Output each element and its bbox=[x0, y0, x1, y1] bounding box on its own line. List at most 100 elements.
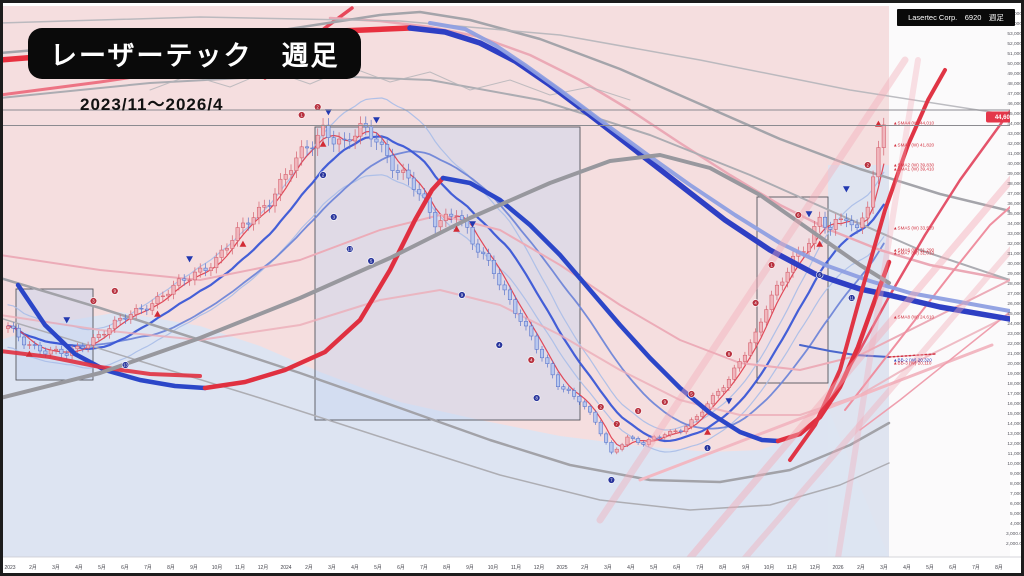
candle bbox=[54, 348, 59, 351]
gray-zigzag bbox=[149, 66, 631, 101]
signal-markers: 3 9 1 2 4 2 7 3 9 5 8 4 1 6 2 13 2 3 13 5 9 4 8 7 1 6 11 bbox=[25, 103, 882, 484]
candle bbox=[502, 284, 507, 291]
candle bbox=[556, 374, 561, 387]
candle bbox=[11, 325, 16, 329]
candles-layer bbox=[6, 116, 886, 455]
candle bbox=[278, 178, 283, 195]
candle bbox=[817, 216, 822, 227]
candle bbox=[358, 123, 363, 137]
candle bbox=[134, 308, 139, 315]
x-axis-month-label: 3月 bbox=[604, 565, 612, 571]
x-axis-month-label: 3月 bbox=[52, 565, 60, 571]
svg-text:2,000.0: 2,000.0 bbox=[1006, 541, 1022, 547]
candle bbox=[43, 350, 48, 355]
candle bbox=[828, 226, 833, 230]
candle bbox=[641, 442, 646, 445]
candle bbox=[561, 386, 566, 390]
candle bbox=[652, 436, 657, 440]
blue-signal-circle bbox=[495, 341, 503, 349]
x-axis-month-label: 6月 bbox=[121, 565, 129, 571]
svg-text:41,000: 41,000 bbox=[1007, 151, 1022, 157]
candle bbox=[769, 294, 774, 310]
pink-band-upper bbox=[0, 214, 1010, 371]
x-axis-month-label: 12月 bbox=[534, 565, 545, 571]
red-signal-circle bbox=[298, 111, 306, 119]
svg-text:28,000: 28,000 bbox=[1007, 281, 1022, 287]
pink-band-lower bbox=[0, 289, 1010, 416]
svg-text:2: 2 bbox=[600, 405, 603, 410]
svg-text:19,000: 19,000 bbox=[1007, 371, 1022, 377]
thick-ma-layer bbox=[0, 21, 1010, 557]
x-axis-month-label: 2024 bbox=[280, 565, 291, 571]
candle bbox=[59, 348, 64, 354]
blue-signal-circle bbox=[367, 257, 375, 265]
red-signal-circle bbox=[661, 398, 669, 406]
sell-triangle bbox=[186, 256, 193, 263]
candle bbox=[785, 271, 790, 283]
candle bbox=[497, 273, 502, 286]
candle bbox=[545, 357, 550, 364]
candle bbox=[673, 430, 678, 433]
x-axis-month-label: 7月 bbox=[696, 565, 704, 571]
blue-signal-circle bbox=[848, 294, 856, 302]
candle bbox=[614, 448, 619, 453]
candle bbox=[385, 144, 390, 156]
candle bbox=[443, 213, 448, 221]
candle bbox=[844, 218, 849, 221]
candle bbox=[742, 354, 747, 362]
candle bbox=[171, 284, 176, 295]
candle bbox=[609, 442, 614, 453]
svg-text:16,000: 16,000 bbox=[1007, 401, 1022, 407]
red-signal-circle bbox=[864, 161, 872, 169]
x-axis-month-label: 4月 bbox=[351, 565, 359, 571]
x-axis-month-label: 2月 bbox=[29, 565, 37, 571]
candle bbox=[80, 346, 85, 349]
candle bbox=[737, 361, 742, 369]
candle bbox=[593, 411, 598, 423]
candle bbox=[710, 395, 715, 405]
candle bbox=[865, 206, 870, 219]
svg-text:3,000.0: 3,000.0 bbox=[1006, 531, 1022, 537]
candle bbox=[107, 328, 112, 335]
red-signal-circle bbox=[767, 261, 776, 269]
buy-triangle bbox=[154, 310, 161, 317]
candle bbox=[214, 257, 219, 269]
svg-text:36,000: 36,000 bbox=[1007, 201, 1022, 207]
candle bbox=[102, 333, 107, 336]
x-axis-month-label: 2月 bbox=[857, 565, 865, 571]
x-axis-month-label: 2023 bbox=[4, 565, 15, 571]
svg-text:44,000: 44,000 bbox=[1007, 121, 1022, 127]
gray-top-thin bbox=[0, 16, 1010, 116]
svg-text:34,000: 34,000 bbox=[1007, 221, 1022, 227]
buy-triangle bbox=[704, 428, 711, 435]
candle bbox=[582, 401, 587, 407]
x-axis-month-label: 10月 bbox=[212, 565, 223, 571]
svg-text:4: 4 bbox=[754, 301, 757, 306]
projection-thick-red bbox=[788, 68, 947, 462]
x-axis-month-label: 6月 bbox=[673, 565, 681, 571]
candle bbox=[251, 217, 256, 225]
buy-triangle bbox=[453, 225, 460, 232]
x-axis-month-label: 8月 bbox=[443, 565, 451, 571]
svg-text:42,000: 42,000 bbox=[1007, 141, 1022, 147]
candle bbox=[166, 293, 171, 297]
candle bbox=[374, 138, 379, 143]
candle bbox=[433, 211, 438, 228]
x-axis-month-label: 6月 bbox=[949, 565, 957, 571]
candle bbox=[454, 215, 459, 217]
blue-flat-right bbox=[799, 344, 890, 358]
x-axis-month-label: 11月 bbox=[511, 565, 521, 571]
candle bbox=[860, 217, 865, 228]
x-axis-month-label: 2月 bbox=[581, 565, 589, 571]
svg-text:53,000: 53,000 bbox=[1007, 31, 1022, 37]
candle bbox=[625, 436, 630, 446]
x-axis-month-label: 6月 bbox=[397, 565, 405, 571]
red-signal-circle bbox=[527, 356, 536, 364]
svg-text:8: 8 bbox=[728, 352, 731, 357]
candle bbox=[353, 135, 358, 142]
candle bbox=[326, 124, 331, 138]
red-signal-circle bbox=[634, 407, 642, 415]
indicator-value-label: ▲SMA3 (W) 41,820 bbox=[893, 143, 934, 148]
candle bbox=[272, 193, 277, 207]
